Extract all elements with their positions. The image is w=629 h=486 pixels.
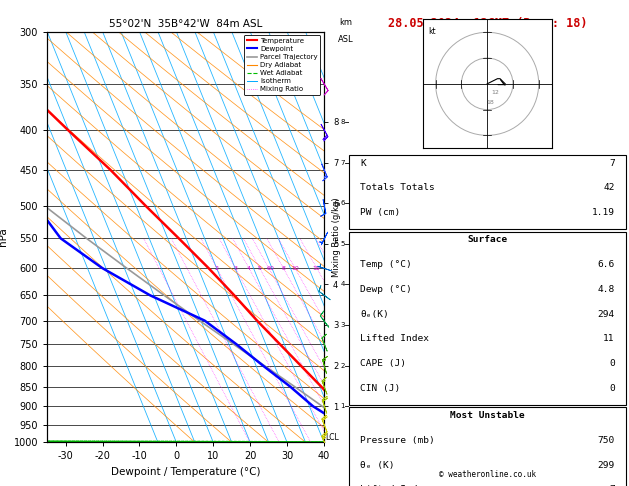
Text: Lifted Index: Lifted Index — [360, 334, 429, 344]
Text: 10: 10 — [291, 265, 299, 271]
Text: Dewp (°C): Dewp (°C) — [360, 285, 412, 294]
Text: K: K — [360, 159, 366, 168]
Text: 0: 0 — [609, 359, 615, 368]
Legend: Temperature, Dewpoint, Parcel Trajectory, Dry Adiabat, Wet Adiabat, Isotherm, Mi: Temperature, Dewpoint, Parcel Trajectory… — [244, 35, 320, 95]
Text: © weatheronline.co.uk: © weatheronline.co.uk — [439, 470, 536, 479]
Text: Surface: Surface — [467, 235, 508, 244]
Text: CAPE (J): CAPE (J) — [360, 359, 406, 368]
Text: Mixing Ratio (g/kg): Mixing Ratio (g/kg) — [332, 197, 341, 277]
Text: km: km — [340, 18, 353, 28]
Text: 12: 12 — [491, 90, 499, 95]
Text: 3: 3 — [233, 265, 237, 271]
Text: Pressure (mb): Pressure (mb) — [360, 436, 435, 445]
Text: 7: 7 — [609, 159, 615, 168]
Bar — [349, 155, 626, 229]
Text: 5: 5 — [340, 241, 345, 247]
Title: 55°02'N  35B°42'W  84m ASL: 55°02'N 35B°42'W 84m ASL — [109, 19, 262, 30]
Text: 2: 2 — [340, 363, 345, 368]
Text: ASL: ASL — [338, 35, 354, 44]
Text: 4: 4 — [247, 265, 251, 271]
Text: kt: kt — [428, 27, 435, 36]
Text: 8: 8 — [281, 265, 285, 271]
Text: 1: 1 — [340, 403, 345, 409]
Text: 4.8: 4.8 — [598, 285, 615, 294]
Text: 0: 0 — [609, 384, 615, 393]
Text: 18: 18 — [486, 101, 494, 105]
Text: CIN (J): CIN (J) — [360, 384, 401, 393]
Bar — [349, 231, 626, 405]
Text: 2: 2 — [214, 265, 219, 271]
Text: 750: 750 — [598, 436, 615, 445]
Text: 7: 7 — [340, 159, 345, 166]
Bar — [349, 407, 626, 486]
Text: Most Unstable: Most Unstable — [450, 411, 525, 420]
Text: 4: 4 — [340, 281, 345, 287]
Text: 8: 8 — [340, 119, 345, 125]
Text: 5: 5 — [258, 265, 262, 271]
Text: LCL: LCL — [325, 433, 339, 442]
Text: 3: 3 — [340, 322, 345, 328]
Text: 6: 6 — [267, 265, 270, 271]
Text: Temp (°C): Temp (°C) — [360, 260, 412, 269]
Text: 1.19: 1.19 — [592, 208, 615, 217]
Text: 42: 42 — [603, 184, 615, 192]
Text: 11: 11 — [603, 334, 615, 344]
Text: 294: 294 — [598, 310, 615, 319]
X-axis label: Dewpoint / Temperature (°C): Dewpoint / Temperature (°C) — [111, 467, 260, 477]
Text: 6.6: 6.6 — [598, 260, 615, 269]
Text: θₑ(K): θₑ(K) — [360, 310, 389, 319]
Text: 6: 6 — [340, 200, 345, 206]
Text: 0: 0 — [270, 265, 274, 271]
Text: 15: 15 — [313, 265, 321, 271]
Text: θₑ (K): θₑ (K) — [360, 461, 394, 469]
Text: 299: 299 — [598, 461, 615, 469]
Text: Totals Totals: Totals Totals — [360, 184, 435, 192]
Y-axis label: hPa: hPa — [0, 227, 8, 246]
Text: PW (cm): PW (cm) — [360, 208, 401, 217]
Text: 28.05.2024  12GMT (Base: 18): 28.05.2024 12GMT (Base: 18) — [387, 17, 587, 30]
